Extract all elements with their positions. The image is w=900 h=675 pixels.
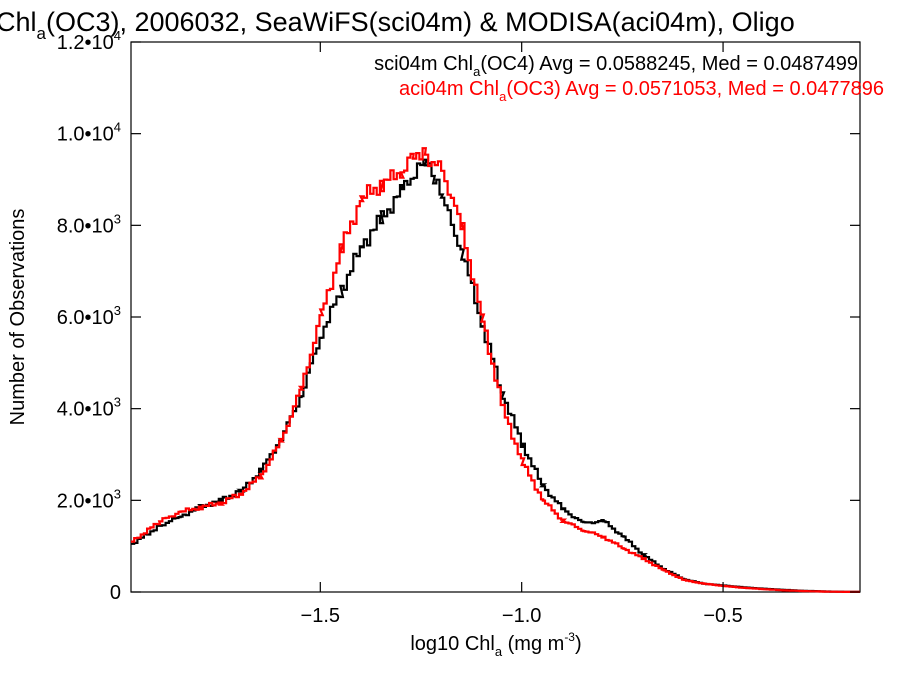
x-tick-label: −1.5 [301, 605, 340, 627]
y-tick-label: 8.0•103 [57, 211, 121, 237]
y-tick-label: 4.0•103 [57, 395, 121, 421]
y-tick-label: 2.0•103 [57, 486, 121, 512]
x-tick-label: −0.5 [703, 605, 742, 627]
y-tick-label: 6.0•103 [57, 303, 121, 329]
x-tick-label: −1.0 [502, 605, 541, 627]
y-axis-ticks: 0 2.0•103 4.0•103 6.0•103 8.0•103 1.0•104 1.2•… [57, 28, 860, 604]
legend-entry-aci04m: aci04m Chla(OC3) Avg = 0.0571053, Med = … [399, 78, 884, 104]
y-axis-label: Number of Observations [7, 209, 29, 426]
series-layer [131, 147, 860, 593]
x-axis-ticks: −1.5 −1.0 −0.5 [301, 42, 743, 627]
y-tick-label: 0 [110, 582, 121, 604]
plot-frame [130, 41, 861, 593]
legend-entry-sci04m: sci04m Chla(OC4) Avg = 0.0588245, Med = … [374, 53, 858, 79]
series-line-sci04m [131, 158, 860, 593]
chart-title: Chla(OC3), 2006032, SeaWiFS(sci04m) & MO… [0, 7, 795, 43]
series-line-aci04m [131, 147, 860, 593]
y-tick-label: 1.0•104 [57, 120, 121, 146]
x-axis-label: log10 Chla (mg m-3) [410, 630, 581, 659]
y-tick-label: 1.2•104 [57, 28, 121, 54]
